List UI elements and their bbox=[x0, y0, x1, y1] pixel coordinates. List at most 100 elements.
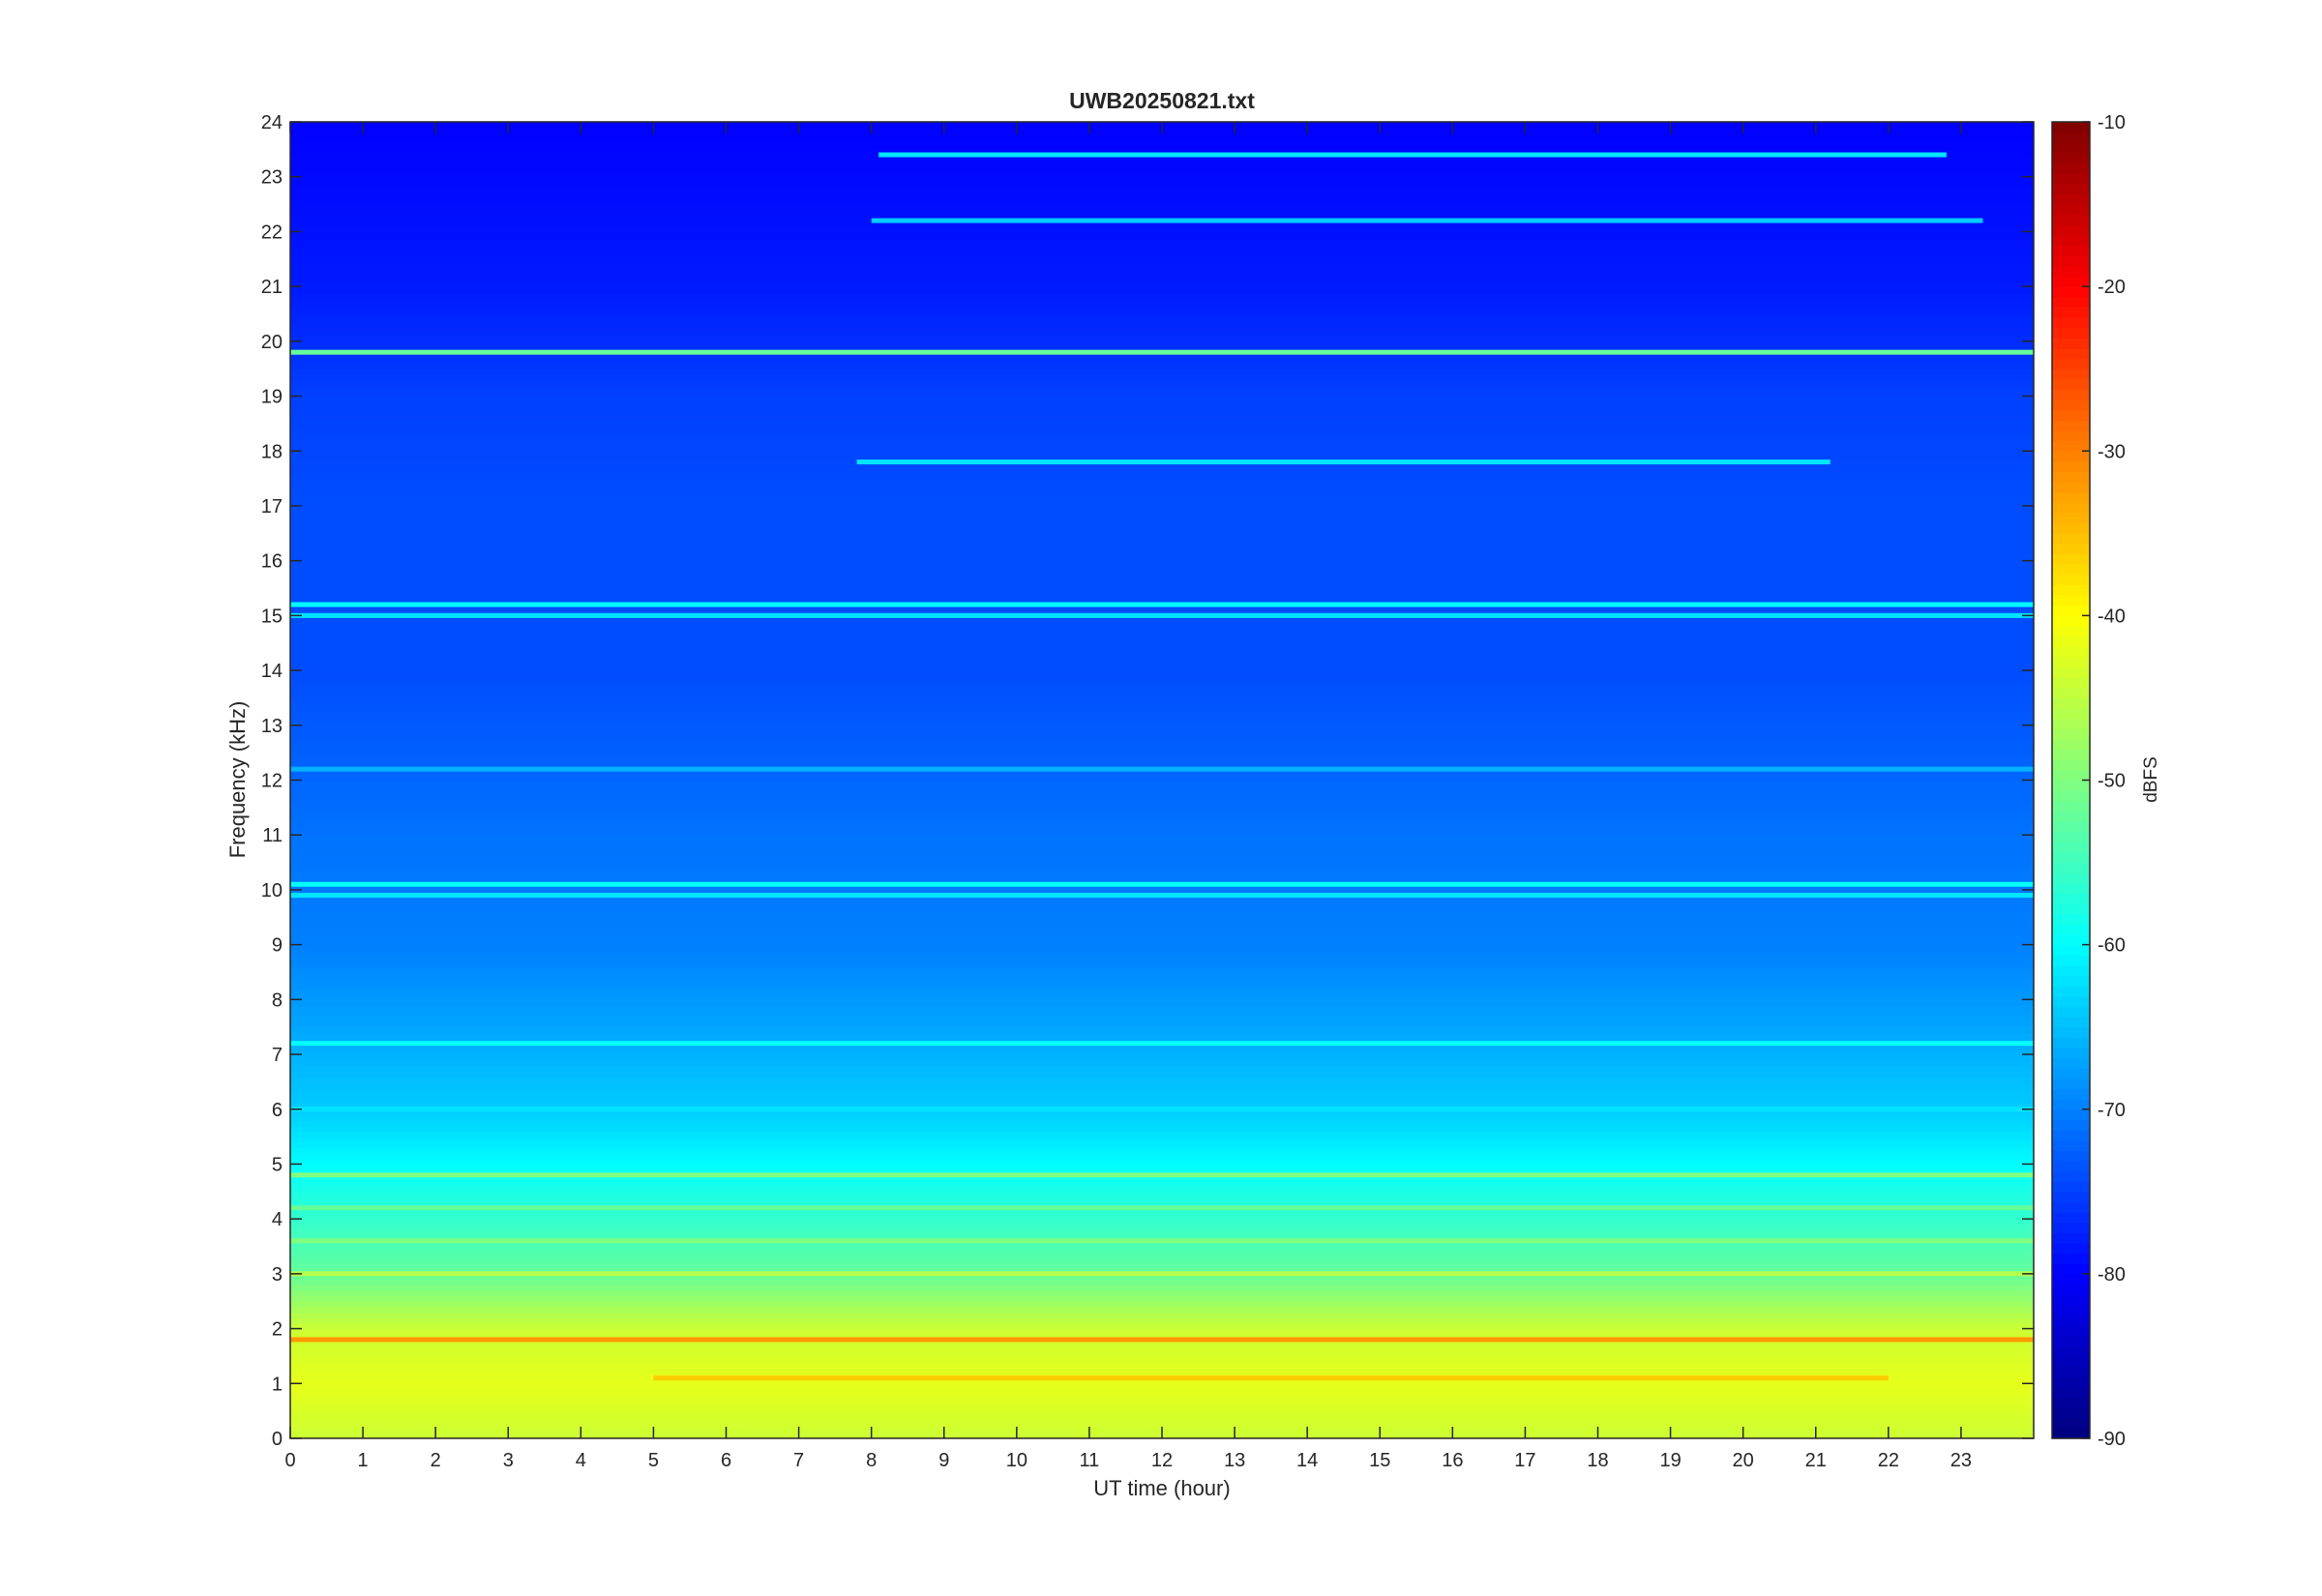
colorbar-segment bbox=[2052, 1355, 2090, 1368]
colorbar-segment bbox=[2052, 224, 2090, 236]
heatmap-band bbox=[290, 215, 2034, 222]
tonal-line bbox=[290, 1205, 2034, 1211]
colorbar-segment bbox=[2052, 903, 2090, 915]
colorbar-segment bbox=[2052, 1181, 2090, 1193]
heatmap-band bbox=[290, 1289, 2034, 1297]
heatmap-band bbox=[290, 505, 2034, 513]
y-tick-label: 17 bbox=[261, 496, 283, 517]
heatmap-band bbox=[290, 560, 2034, 567]
heatmap-band bbox=[290, 1180, 2034, 1187]
y-tick-label: 5 bbox=[272, 1154, 283, 1175]
heatmap-band bbox=[290, 319, 2034, 326]
heatmap-band bbox=[290, 588, 2034, 595]
heatmap-band bbox=[290, 369, 2034, 375]
heatmap-band bbox=[290, 1246, 2034, 1253]
heatmap-band bbox=[290, 488, 2034, 496]
colorbar-segment bbox=[2052, 595, 2090, 606]
heatmap-band bbox=[290, 1256, 2034, 1264]
colorbar-segment bbox=[2052, 1078, 2090, 1090]
heatmap-band bbox=[290, 1207, 2034, 1215]
heatmap-band bbox=[290, 911, 2034, 918]
x-tick-label: 11 bbox=[1080, 1450, 1100, 1471]
colorbar-segment bbox=[2052, 1242, 2090, 1255]
heatmap-band bbox=[290, 582, 2034, 589]
heatmap-band bbox=[290, 1229, 2034, 1236]
y-tick-label: 19 bbox=[261, 387, 283, 408]
heatmap-band bbox=[290, 484, 2034, 490]
heatmap-band bbox=[290, 632, 2034, 638]
colorbar-segment bbox=[2052, 1376, 2090, 1388]
heatmap-band bbox=[290, 1010, 2034, 1017]
colorbar-segment bbox=[2052, 995, 2090, 1008]
chart-title: UWB20250821.txt bbox=[1069, 88, 1255, 113]
heatmap-band bbox=[290, 642, 2034, 649]
heatmap-band bbox=[290, 373, 2034, 381]
tonal-line bbox=[856, 459, 1831, 465]
heatmap-band bbox=[290, 977, 2034, 984]
colorbar-segment bbox=[2052, 933, 2090, 946]
heatmap-band bbox=[290, 1295, 2034, 1302]
colorbar-segment bbox=[2052, 471, 2090, 483]
colorbar-segment bbox=[2052, 821, 2090, 833]
heatmap-band bbox=[290, 401, 2034, 408]
colorbar-segment bbox=[2052, 1191, 2090, 1203]
x-tick-label: 5 bbox=[648, 1450, 659, 1471]
colorbar-segment bbox=[2052, 975, 2090, 987]
heatmap-band bbox=[290, 983, 2034, 990]
colorbar-segment bbox=[2052, 1335, 2090, 1346]
colorbar-segment bbox=[2052, 1284, 2090, 1295]
colorbar-segment bbox=[2052, 1345, 2090, 1357]
heatmap-band bbox=[290, 445, 2034, 452]
colorbar-segment bbox=[2052, 429, 2090, 442]
colorbar: -90 -80 -70 -60 -50 -40 -30 -20 -10 dBFS bbox=[2051, 112, 2161, 1450]
colorbar-segment bbox=[2052, 327, 2090, 339]
heatmap-band bbox=[290, 1345, 2034, 1351]
heatmap-band bbox=[290, 1252, 2034, 1258]
heatmap-band bbox=[290, 868, 2034, 874]
heatmap-band bbox=[290, 1131, 2034, 1138]
heatmap-band bbox=[290, 171, 2034, 178]
tonal-line bbox=[290, 1172, 2034, 1178]
heatmap-band bbox=[290, 237, 2034, 244]
y-tick-label: 6 bbox=[272, 1100, 283, 1121]
colorbar-tick-label: -50 bbox=[2098, 771, 2126, 792]
colorbar-segment bbox=[2052, 502, 2090, 514]
heatmap-band bbox=[290, 1147, 2034, 1154]
heatmap-band bbox=[290, 330, 2034, 337]
heatmap-band bbox=[290, 423, 2034, 430]
heatmap-band bbox=[290, 697, 2034, 704]
heatmap-band bbox=[290, 1273, 2034, 1281]
heatmap-band bbox=[290, 736, 2034, 743]
heatmap-band bbox=[290, 1301, 2034, 1308]
colorbar-segment bbox=[2052, 1304, 2090, 1316]
heatmap-band bbox=[290, 221, 2034, 227]
colorbar-label: dBFS bbox=[2141, 756, 2161, 803]
heatmap-band bbox=[290, 363, 2034, 369]
colorbar-segment bbox=[2052, 964, 2090, 977]
colorbar-segment bbox=[2052, 296, 2090, 308]
heatmap-band bbox=[290, 192, 2034, 199]
heatmap-band bbox=[290, 1005, 2034, 1012]
colorbar-segment bbox=[2052, 1119, 2090, 1131]
y-tick-label: 12 bbox=[261, 771, 283, 792]
heatmap-band bbox=[290, 872, 2034, 880]
y-tick-label: 20 bbox=[261, 332, 283, 353]
y-tick-label: 11 bbox=[262, 825, 283, 846]
x-tick-label: 4 bbox=[576, 1450, 586, 1471]
heatmap-band bbox=[290, 593, 2034, 600]
colorbar-segment bbox=[2052, 378, 2090, 391]
heatmap-band bbox=[290, 1322, 2034, 1330]
colorbar-ticks: -90 -80 -70 -60 -50 -40 -30 -20 -10 bbox=[2082, 112, 2126, 1450]
heatmap-band bbox=[290, 856, 2034, 864]
heatmap-band bbox=[290, 133, 2034, 139]
heatmap-band bbox=[290, 626, 2034, 633]
colorbar-segment bbox=[2052, 1386, 2090, 1399]
colorbar-segment bbox=[2052, 1294, 2090, 1306]
colorbar-segment bbox=[2052, 132, 2090, 143]
heatmap-band bbox=[290, 692, 2034, 699]
tonal-line bbox=[878, 152, 1947, 158]
colorbar-segment bbox=[2052, 1201, 2090, 1213]
colorbar-tick-label: -80 bbox=[2098, 1264, 2126, 1286]
